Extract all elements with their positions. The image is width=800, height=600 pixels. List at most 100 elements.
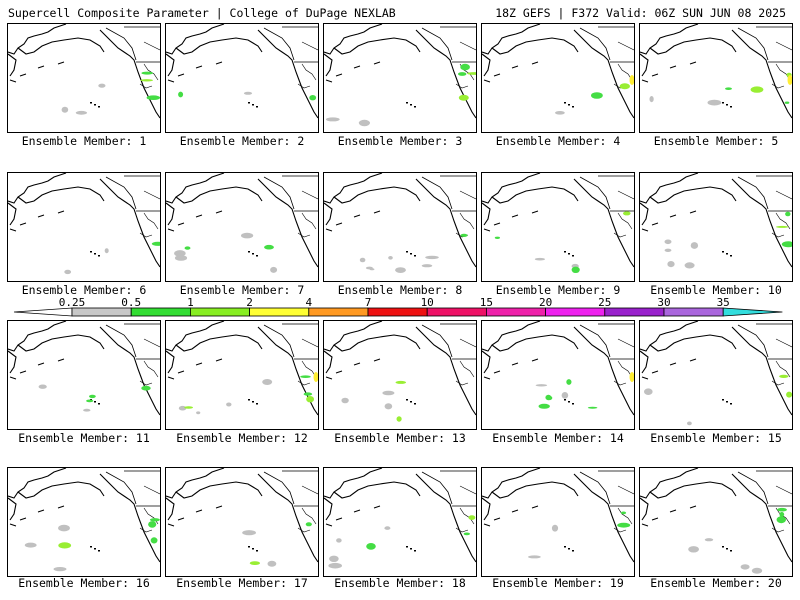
colorbar-swatch <box>426 307 487 317</box>
alaska-coast <box>640 37 737 77</box>
member-map <box>482 321 634 416</box>
ensemble-panel <box>165 172 319 282</box>
scp-contour <box>460 233 468 237</box>
member-map <box>324 321 476 422</box>
coastline <box>482 173 634 268</box>
hawaii-island <box>248 546 250 548</box>
borders <box>421 26 476 63</box>
member-map <box>8 321 160 416</box>
lakes-rivers <box>297 41 318 89</box>
scp-contour <box>303 392 313 396</box>
colorbar-swatch <box>367 307 428 317</box>
aleutian-islands <box>167 210 223 232</box>
member-map <box>324 173 476 273</box>
alaska-coast <box>166 334 263 374</box>
coastline <box>482 24 634 119</box>
scp-contour <box>249 561 260 565</box>
scp-contour <box>644 388 653 395</box>
hawaii-island <box>406 546 408 548</box>
hawaii-island <box>410 548 412 550</box>
lakes-rivers <box>297 485 318 533</box>
scp-contour <box>688 546 699 553</box>
alaska-coast <box>482 186 579 226</box>
hawaii-island <box>406 251 408 253</box>
hawaii-island <box>726 548 728 550</box>
scp-contour <box>591 92 603 99</box>
scp-contour <box>775 225 789 228</box>
scp-contour <box>779 374 789 378</box>
ensemble-panel <box>7 23 161 133</box>
scp-contour <box>270 266 278 273</box>
hawaii-island <box>248 102 250 104</box>
hawaii-island <box>98 106 100 108</box>
scp-contour <box>242 530 256 536</box>
lakes-rivers <box>771 338 792 386</box>
coastline <box>324 173 476 268</box>
borders <box>737 470 792 507</box>
aleutian-islands <box>483 61 539 83</box>
member-map <box>640 468 792 574</box>
colorbar-swatch <box>308 307 369 317</box>
scp-contour <box>566 379 572 385</box>
scp-contour <box>75 110 88 115</box>
scp-contour <box>140 79 153 82</box>
scp-contour <box>776 516 786 524</box>
scp-contour <box>38 384 47 389</box>
scp-contour <box>751 567 763 574</box>
hawaii-island <box>568 104 570 106</box>
scp-contour <box>629 372 634 382</box>
hawaii-island <box>256 550 258 552</box>
aleutian-islands <box>167 505 223 527</box>
hawaii-island <box>410 401 412 403</box>
scp-contour <box>178 91 184 98</box>
scp-contour <box>620 511 627 515</box>
scp-contour <box>369 268 375 271</box>
aleutian-islands <box>641 210 697 232</box>
scp-contour <box>141 71 153 75</box>
scp-contour <box>64 269 72 275</box>
aleutian-islands <box>325 210 381 232</box>
alaska-coast <box>640 481 737 521</box>
hawaii-island <box>726 401 728 403</box>
alaska-coast <box>8 186 105 226</box>
aleutian-islands <box>641 358 697 380</box>
coastline <box>8 321 160 416</box>
coastline <box>166 173 318 268</box>
colorbar-tick-label: 35 <box>717 296 730 309</box>
scp-contour <box>704 538 714 542</box>
colorbar-tick-label: 25 <box>598 296 611 309</box>
borders <box>579 470 634 507</box>
scp-contour <box>267 560 277 567</box>
scp-contour <box>262 379 273 385</box>
scp-contour <box>664 239 672 245</box>
borders <box>737 175 792 212</box>
scp-contour <box>785 211 791 217</box>
hawaii-island <box>90 546 92 548</box>
lakes-rivers <box>139 338 160 386</box>
scp-contour <box>309 95 317 101</box>
alaska-coast <box>8 334 105 374</box>
coastline <box>482 321 634 416</box>
member-label: Ensemble Member: 11 <box>18 431 150 445</box>
borders <box>579 323 634 360</box>
hawaii-island <box>564 399 566 401</box>
scp-contour <box>535 384 548 387</box>
borders <box>105 26 160 63</box>
scp-contour <box>148 521 157 528</box>
ensemble-panel <box>165 320 319 430</box>
hawaii-island <box>568 548 570 550</box>
scp-contour <box>458 94 469 101</box>
hawaii-island <box>248 399 250 401</box>
lakes-rivers <box>771 190 792 238</box>
alaska-coast <box>166 186 263 226</box>
colorbar-tick-label: 0.25 <box>59 296 86 309</box>
scp-contour <box>534 257 545 261</box>
scp-contour <box>784 101 790 104</box>
scp-contour <box>241 232 254 239</box>
member-map <box>166 321 318 416</box>
alaska-coast <box>8 37 105 77</box>
hawaii-island <box>414 550 416 552</box>
scp-contour <box>649 96 654 103</box>
colorbar-swatch <box>545 307 606 317</box>
member-map <box>166 468 318 567</box>
